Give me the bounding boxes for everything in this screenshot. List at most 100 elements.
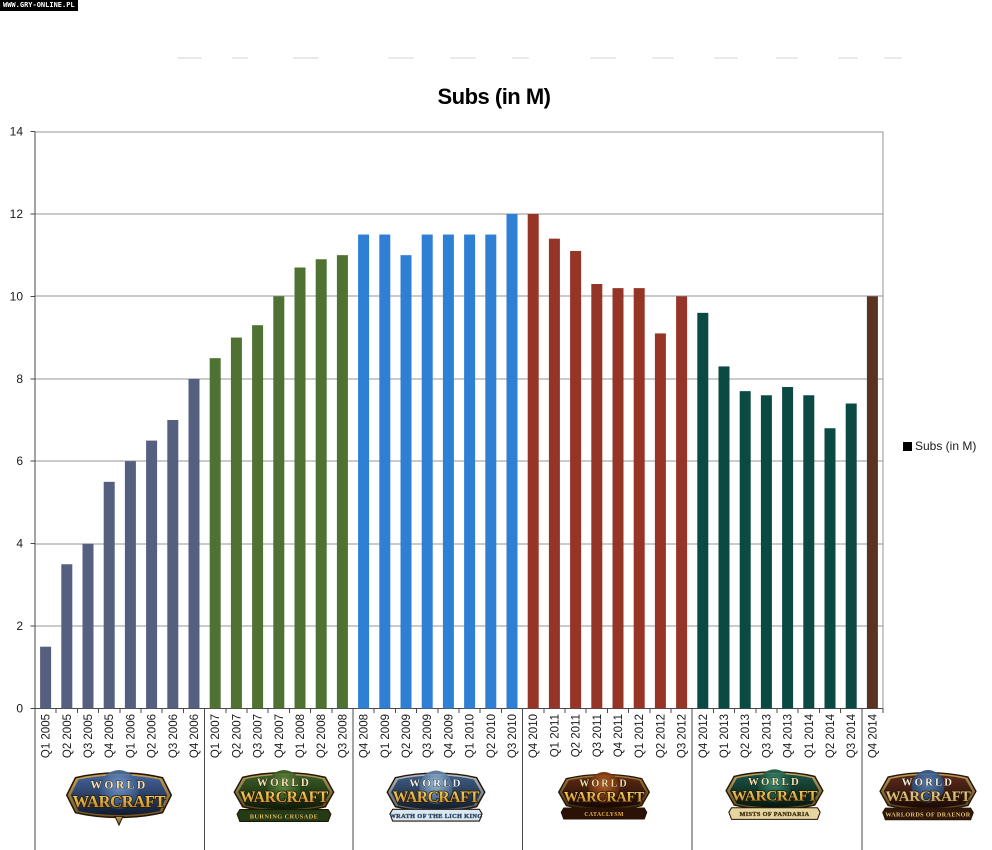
bar-Q1-2005	[40, 646, 52, 709]
bar-Q2-2005	[61, 564, 73, 709]
logo-banner	[882, 807, 974, 821]
bar-Q1-2010	[464, 234, 476, 709]
x-tick-label: Q4 2013	[783, 714, 795, 758]
x-tick-label: Q2 2007	[231, 714, 243, 758]
artifact-segment	[388, 57, 414, 59]
x-tick-label: Q4 2014	[867, 713, 879, 758]
artifact-segment	[884, 57, 902, 59]
x-tick-label: Q3 2013	[761, 714, 773, 758]
artifact-segment	[512, 57, 529, 59]
x-tick-label: Q3 2005	[83, 714, 95, 758]
artifact-segment	[232, 57, 248, 59]
bar-Q4-2008	[358, 234, 370, 709]
bar-Q4-2007	[273, 296, 285, 709]
x-tick-label: Q1 2006	[125, 714, 137, 758]
bar-Q2-2006	[146, 440, 158, 709]
x-tick-label: Q2 2014	[825, 713, 837, 758]
logo-world-text: WORLD	[409, 777, 462, 789]
artifact-segment	[714, 57, 738, 59]
artifact-band	[0, 57, 992, 71]
logo-warcraft-text: WARCRAFT	[393, 789, 480, 806]
bar-Q3-2006	[167, 420, 179, 709]
bar-Q2-2011	[570, 251, 582, 709]
x-tick-label: Q4 2009	[443, 714, 455, 758]
logo-globe-center	[757, 769, 792, 803]
bar-Q4-2006	[188, 378, 200, 709]
y-tick-label: 4	[16, 537, 23, 551]
x-tick-label: Q4 2006	[189, 714, 201, 758]
logo-warlords-of-draenor: WORLD WARCRAFT WARLORDS OF DRAENOR	[879, 770, 977, 821]
x-tick-label: Q1 2013	[719, 714, 731, 758]
x-tick-label: Q3 2007	[253, 714, 265, 758]
x-tick-label: Q4 2010	[528, 714, 540, 758]
logo-world-text: WORLD	[579, 779, 629, 790]
logo-world-text: WORLD	[902, 778, 954, 789]
x-tick-label: Q3 2011	[592, 714, 604, 757]
logo-world-text: WORLD	[748, 776, 801, 788]
logo-warcraft-text: WARCRAFT	[886, 789, 971, 805]
bar-Q2-2007	[230, 337, 242, 709]
bar-Q1-2008	[294, 267, 306, 709]
x-tick-label: Q2 2005	[62, 714, 74, 758]
bar-Q3-2008	[336, 255, 348, 709]
bar-Q4-2014	[866, 296, 878, 709]
x-tick-label: Q1 2014	[804, 713, 816, 758]
x-tick-label: Q1 2009	[380, 714, 392, 758]
bar-Q4-2011	[612, 288, 624, 709]
y-tick-label: 12	[10, 207, 24, 221]
logo-warcraft-text: WARCRAFT	[73, 792, 166, 811]
x-tick-label: Q3 2006	[168, 714, 180, 758]
logo-globe-center	[419, 770, 453, 804]
x-tick-label: Q3 2010	[507, 714, 519, 758]
x-tick-label: Q1 2010	[465, 714, 477, 758]
bar-Q4-2005	[103, 481, 115, 709]
x-tick-label: Q2 2010	[486, 714, 498, 758]
logo-world-text: WORLD	[257, 777, 311, 789]
bar-Q2-2009	[400, 255, 412, 709]
legend-label: Subs (in M)	[915, 439, 977, 453]
logo-banner	[560, 807, 648, 820]
bar-Q1-2009	[379, 234, 391, 709]
bar-Q4-2012	[697, 312, 709, 709]
bar-Q3-2010	[506, 213, 518, 709]
chart-title: Subs (in M)	[437, 84, 551, 109]
x-tick-label: Q3 2008	[337, 714, 349, 758]
legend: Subs (in M)	[903, 439, 976, 453]
bar-Q1-2012	[633, 288, 645, 709]
artifact-segment	[838, 57, 858, 59]
bar-Q4-2013	[782, 387, 794, 709]
logo-wrath-of-the-lich-king: WORLD WARCRAFT WRATH OF THE LICH KING	[386, 770, 486, 822]
bar-Q4-2010	[527, 213, 539, 709]
logo-subtitle-text: BURNING CRUSADE	[250, 813, 319, 820]
x-tick-label: Q4 2012	[698, 714, 710, 758]
logo-classic: WORLD WARCRAFT	[65, 770, 173, 827]
logo-warcraft-text: WARCRAFT	[732, 788, 818, 805]
bar-Q2-2008	[315, 259, 327, 709]
y-tick-label: 0	[16, 702, 23, 716]
bar-Q2-2012	[654, 333, 666, 709]
logo-subtitle-text: WARLORDS OF DRAENOR	[885, 812, 970, 819]
x-tick-label: Q3 2009	[422, 714, 434, 758]
x-tick-label: Q1 2008	[295, 714, 307, 758]
bar-Q3-2012	[676, 296, 688, 709]
x-tick-label: Q4 2011	[613, 714, 625, 757]
artifact-segment	[776, 57, 798, 59]
logo-banner	[389, 808, 483, 822]
logo-banner	[728, 807, 821, 820]
x-tick-label: Q2 2012	[655, 714, 667, 758]
x-tick-label: Q4 2005	[104, 714, 116, 758]
bar-Q3-2005	[82, 543, 94, 709]
legend-swatch	[903, 441, 912, 451]
bar-Q3-2011	[591, 283, 603, 709]
bar-Q1-2013	[718, 366, 730, 709]
bar-Q1-2014	[803, 395, 815, 709]
x-tick-label: Q1 2007	[210, 714, 222, 758]
y-tick-label: 10	[10, 289, 24, 303]
logo-burning-crusade: WORLD WARCRAFT BURNING CRUSADE	[233, 770, 335, 823]
x-tick-label: Q2 2013	[740, 714, 752, 758]
logo-mists-of-pandaria: WORLD WARCRAFT MISTS OF PANDARIA	[725, 769, 824, 820]
y-tick-label: 8	[16, 372, 23, 386]
logo-globe-center	[911, 770, 945, 803]
artifact-segment	[590, 57, 616, 59]
x-tick-label: Q1 2012	[634, 714, 646, 758]
